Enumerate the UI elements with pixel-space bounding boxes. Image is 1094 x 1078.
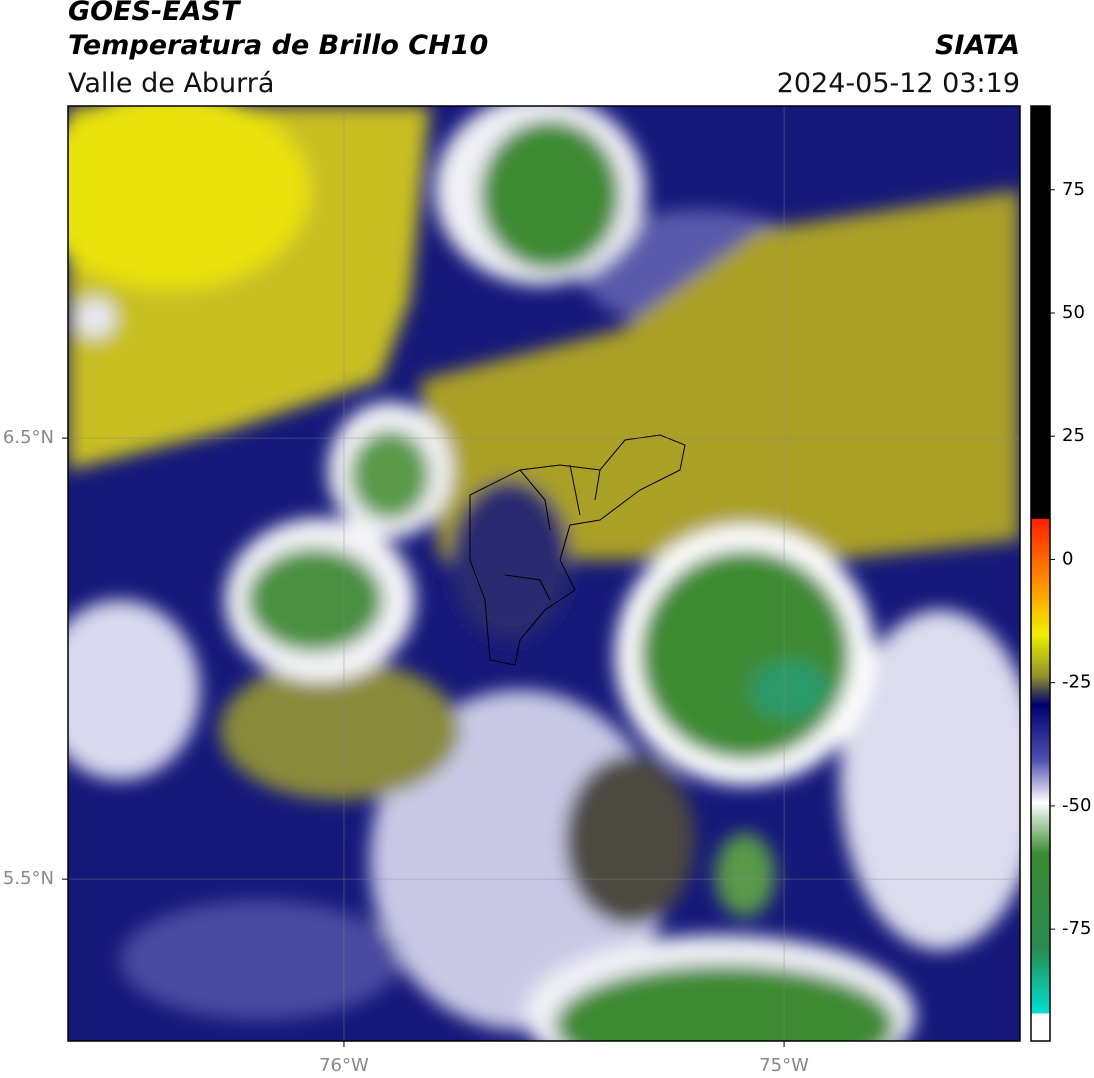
colorbar-tick-label: 50 xyxy=(1062,302,1085,323)
product-title: Temperatura de Brillo CH10 xyxy=(68,30,488,61)
lon-tick-label: 75°W xyxy=(759,1055,809,1076)
colorbar-tick-label: -50 xyxy=(1062,795,1091,816)
colorbar-tick-label: 25 xyxy=(1062,425,1085,446)
colorbar-tick-label: -25 xyxy=(1062,672,1091,693)
lat-tick-label: 6.5°N xyxy=(3,427,54,448)
colorbar-tick-label: 0 xyxy=(1062,548,1073,569)
source-label: SIATA xyxy=(935,30,1020,61)
region-label: Valle de Aburrá xyxy=(68,68,274,99)
lon-tick-label: 76°W xyxy=(319,1055,369,1076)
colorbar-tick-label: -75 xyxy=(1062,918,1091,939)
satellite-title: GOES-EAST xyxy=(68,0,242,27)
grid xyxy=(62,106,1020,1047)
valley-outline xyxy=(469,434,686,666)
map-frame xyxy=(67,105,1021,1042)
satellite-image xyxy=(68,106,1020,1041)
colorbar xyxy=(1030,105,1051,1042)
datetime-label: 2024-05-12 03:19 xyxy=(777,68,1020,99)
colorbar-tick-label: 75 xyxy=(1062,179,1085,200)
lat-tick-label: 5.5°N xyxy=(3,868,54,889)
